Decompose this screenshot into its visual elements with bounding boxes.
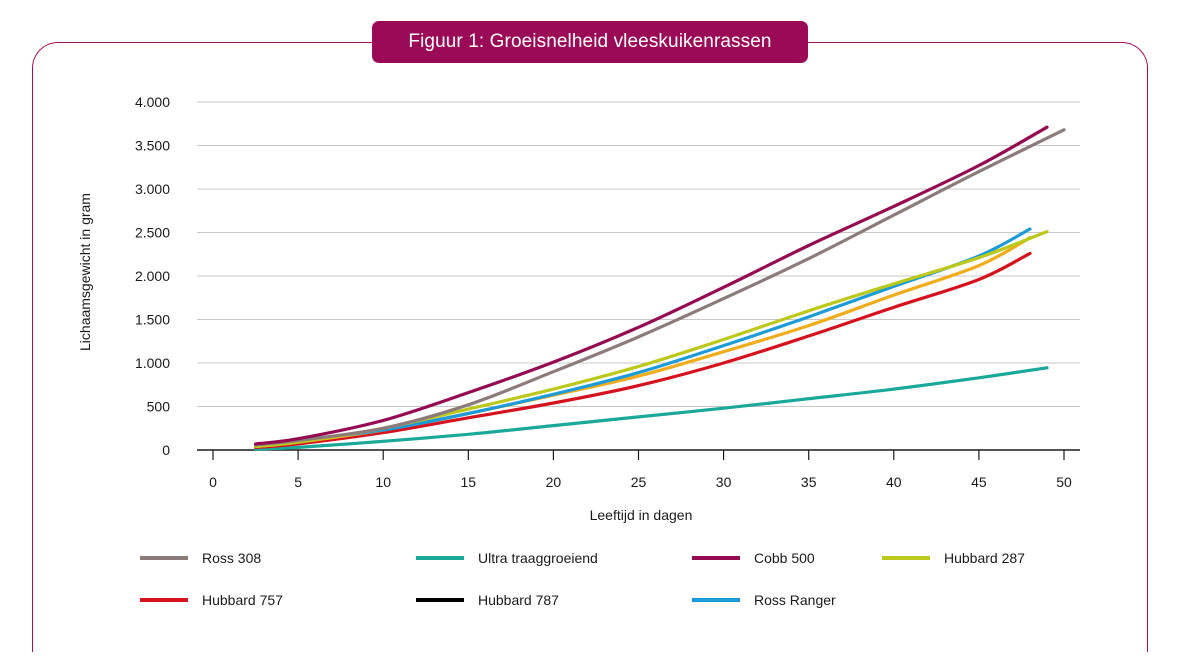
x-tick-label: 5	[294, 474, 302, 490]
legend-label: Ultra traaggroeiend	[478, 550, 598, 566]
legend-label: Hubbard 787	[478, 592, 559, 608]
legend-label: Ross Ranger	[754, 592, 836, 608]
y-tick-label: 2.500	[135, 225, 170, 241]
x-tick-label: 20	[546, 474, 562, 490]
series-line-cobb-500	[254, 125, 1049, 446]
x-tick-label: 15	[461, 474, 477, 490]
y-tick-label: 1.000	[135, 355, 170, 371]
y-tick-label: 1.500	[135, 312, 170, 328]
legend-item-cobb-500: Cobb 500	[692, 550, 815, 566]
y-tick-label: 500	[147, 399, 171, 415]
legend-label: Hubbard 757	[202, 592, 283, 608]
y-tick-label: 4.000	[135, 94, 170, 110]
legend: Ross 308 Ultra traaggroeiend Cobb 500 Hubba…	[140, 550, 1025, 608]
legend-item-ross-308: Ross 308	[140, 550, 261, 566]
legend-label: Cobb 500	[754, 550, 815, 566]
gridlines	[197, 101, 1080, 407]
y-axis-label: Lichaamsgewicht in gram	[77, 193, 93, 351]
x-tick-label: 45	[971, 474, 987, 490]
series-line-ross-ranger	[254, 227, 1032, 448]
x-tick-label: 30	[716, 474, 732, 490]
legend-item-hubbard-757: Hubbard 757	[140, 592, 283, 608]
y-tick-label: 2.000	[135, 268, 170, 284]
legend-item-ross-ranger: Ross Ranger	[692, 592, 836, 608]
chart-title: Figuur 1: Groeisnelheid vleeskuikenrasse…	[372, 21, 808, 63]
series-line-ross-308	[254, 128, 1066, 447]
x-tick-label: 10	[375, 474, 391, 490]
y-tick-label: 0	[162, 442, 170, 458]
series-line-ultra-traaggroeiend	[254, 366, 1049, 451]
series-line-hubbard-757	[254, 251, 1032, 449]
legend-label: Hubbard 287	[944, 550, 1025, 566]
x-tick-label: 0	[209, 474, 217, 490]
y-tick-label: 3.500	[135, 138, 170, 154]
y-axis-ticks: 0 500 1.000 1.500 2.000 2.500 3.000 3.500 4.000	[135, 94, 170, 458]
x-tick-label: 50	[1056, 474, 1072, 490]
x-tick-label: 35	[801, 474, 817, 490]
x-axis-label: Leeftijd in dagen	[590, 507, 693, 523]
legend-item-hubbard-787: Hubbard 787	[416, 592, 559, 608]
legend-label: Ross 308	[202, 550, 261, 566]
x-tick-label: 40	[886, 474, 902, 490]
legend-item-ultra-traaggroeiend: Ultra traaggroeiend	[416, 550, 598, 566]
y-tick-label: 3.000	[135, 181, 170, 197]
x-tick-label: 25	[631, 474, 647, 490]
series-lines	[254, 125, 1066, 451]
legend-item-hubbard-287: Hubbard 287	[882, 550, 1025, 566]
x-axis: 0 5 10 15 20 25 30 35 40 45 50	[197, 449, 1080, 490]
